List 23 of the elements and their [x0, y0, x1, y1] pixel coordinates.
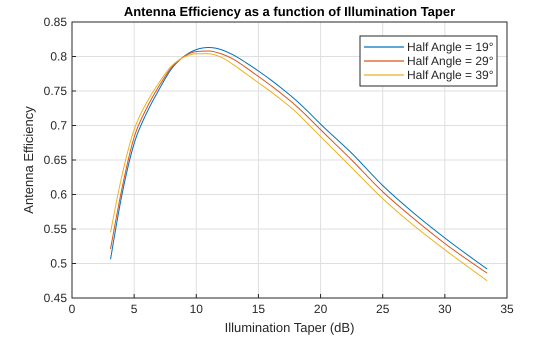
x-tick-label: 5 [130, 302, 138, 316]
legend-label: Half Angle = 39° [407, 68, 494, 82]
y-tick-label: 0.5 [50, 256, 68, 270]
y-tick-label: 0.45 [44, 291, 68, 305]
x-tick-label: 25 [376, 302, 390, 316]
x-tick-label: 35 [500, 302, 514, 316]
x-tick-label: 10 [190, 302, 204, 316]
y-tick-label: 0.85 [44, 15, 68, 29]
x-tick-label: 20 [314, 302, 328, 316]
chart-title: Antenna Efficiency as a function of Illumination Taper [124, 4, 456, 19]
x-tick-label: 30 [438, 302, 452, 316]
y-tick-label: 0.65 [44, 153, 68, 167]
y-axis-title: Antenna Efficiency [21, 106, 36, 214]
legend-label: Half Angle = 19° [407, 40, 494, 54]
y-tick-label: 0.8 [50, 50, 68, 64]
y-tick-label: 0.7 [50, 118, 68, 132]
y-tick-label: 0.55 [44, 222, 68, 236]
x-axis-title: Illumination Taper (dB) [224, 320, 354, 335]
x-tick-label: 0 [68, 302, 76, 316]
x-tick-label: 15 [252, 302, 266, 316]
y-tick-label: 0.6 [50, 188, 68, 202]
y-tick-label: 0.75 [44, 84, 68, 98]
legend-label: Half Angle = 29° [407, 54, 494, 68]
